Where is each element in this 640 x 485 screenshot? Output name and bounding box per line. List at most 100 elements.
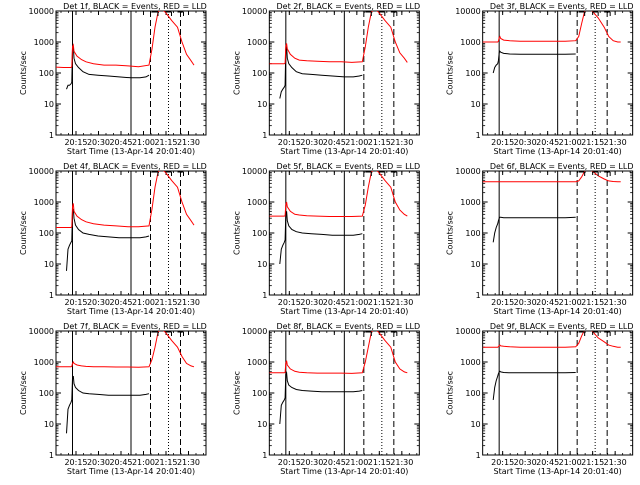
- y-tick-label: 1: [262, 451, 267, 460]
- y-tick-label: 1000: [460, 38, 480, 47]
- y-axis-label: Counts/sec: [19, 371, 28, 415]
- x-axis-label: Start Time (13-Apr-14 20:01:40): [494, 147, 622, 156]
- x-tick-label: 20:45: [536, 298, 559, 307]
- x-axis-label: Start Time (13-Apr-14 20:01:40): [494, 307, 622, 316]
- chart-panel: Det 1f, BLACK = Events, RED = LLD 1 10 100 1…: [19, 2, 207, 156]
- chart-title: Det 9f, BLACK = Events, RED = LLD: [490, 322, 634, 331]
- x-tick-label: 20:15: [64, 298, 87, 307]
- y-tick-label: 10: [44, 420, 54, 429]
- events-series-line: [492, 370, 576, 400]
- y-tick-label: 1: [262, 131, 267, 140]
- y-tick-label: 100: [465, 69, 480, 78]
- y-tick-label: 10: [470, 420, 480, 429]
- series-group: [56, 331, 195, 434]
- y-tick-label: 10: [470, 260, 480, 269]
- events-series-line: [492, 216, 576, 243]
- y-tick-label: 1000: [247, 198, 267, 207]
- y-tick-label: 100: [252, 229, 267, 238]
- series-group: [482, 11, 621, 74]
- series-group: [56, 11, 195, 90]
- y-tick-label: 100: [252, 69, 267, 78]
- x-tick-label: 20:45: [323, 458, 346, 467]
- x-tick-label: 20:15: [491, 458, 514, 467]
- x-tick-label: 21:00: [132, 458, 155, 467]
- events-series-line: [279, 211, 363, 265]
- y-tick-label: 10: [44, 100, 54, 109]
- x-tick-label: 21:30: [390, 458, 413, 467]
- x-tick-label: 20:15: [64, 138, 87, 147]
- y-tick-label: 1000: [460, 198, 480, 207]
- y-tick-label: 10000: [455, 327, 480, 336]
- lld-series-line: [56, 331, 195, 368]
- x-tick-label: 20:30: [514, 298, 537, 307]
- series-group: [269, 171, 408, 265]
- y-axis-label: Counts/sec: [446, 371, 455, 415]
- y-tick-label: 100: [465, 229, 480, 238]
- y-axis-label: Counts/sec: [446, 51, 455, 95]
- x-tick-label: 20:45: [323, 298, 346, 307]
- x-tick-label: 20:15: [278, 138, 301, 147]
- chart-panel: Det 8f, BLACK = Events, RED = LLD 1 10 100 1…: [232, 322, 420, 476]
- chart-title: Det 7f, BLACK = Events, RED = LLD: [63, 322, 207, 331]
- lld-series-line: [56, 11, 195, 68]
- y-tick-label: 1000: [247, 38, 267, 47]
- x-tick-label: 20:30: [514, 138, 537, 147]
- y-tick-label: 1000: [247, 358, 267, 367]
- x-tick-label: 21:15: [368, 138, 391, 147]
- y-tick-label: 10: [257, 100, 267, 109]
- x-tick-label: 21:15: [581, 458, 604, 467]
- x-tick-label: 21:00: [132, 298, 155, 307]
- x-axis-label: Start Time (13-Apr-14 20:01:40): [67, 467, 195, 476]
- y-tick-label: 1000: [34, 358, 54, 367]
- y-tick-label: 10000: [29, 167, 54, 176]
- x-tick-label: 20:30: [87, 298, 110, 307]
- y-tick-label: 10000: [242, 167, 267, 176]
- y-axis-label: Counts/sec: [232, 211, 241, 255]
- y-tick-label: 1: [49, 291, 54, 300]
- series-group: [56, 171, 195, 271]
- x-tick-label: 21:00: [559, 298, 582, 307]
- x-axis-label: Start Time (13-Apr-14 20:01:40): [280, 147, 408, 156]
- x-tick-label: 20:45: [109, 298, 132, 307]
- x-tick-label: 21:00: [345, 458, 368, 467]
- y-tick-label: 1: [476, 291, 481, 300]
- lld-series-line: [269, 11, 408, 65]
- y-axis-label: Counts/sec: [232, 371, 241, 415]
- chart-panel: Det 3f, BLACK = Events, RED = LLD 1 10 100 1…: [446, 2, 634, 156]
- series-group: [482, 331, 621, 400]
- x-tick-label: 21:30: [604, 298, 627, 307]
- y-tick-label: 10000: [29, 7, 54, 16]
- x-tick-label: 21:30: [390, 298, 413, 307]
- series-group: [269, 11, 408, 99]
- y-axis-label: Counts/sec: [446, 211, 455, 255]
- y-tick-label: 10: [257, 420, 267, 429]
- x-tick-label: 21:30: [390, 138, 413, 147]
- lld-series-line: [482, 331, 621, 348]
- y-axis-label: Counts/sec: [232, 51, 241, 95]
- x-axis-label: Start Time (13-Apr-14 20:01:40): [280, 307, 408, 316]
- lld-series-line: [482, 11, 621, 43]
- x-tick-label: 20:15: [278, 458, 301, 467]
- y-axis-label: Counts/sec: [19, 211, 28, 255]
- y-tick-label: 100: [39, 389, 54, 398]
- x-tick-label: 20:30: [300, 298, 323, 307]
- chart-panel: Det 2f, BLACK = Events, RED = LLD 1 10 100 1…: [232, 2, 420, 156]
- chart-panel: Det 9f, BLACK = Events, RED = LLD 1 10 100 1…: [446, 322, 634, 476]
- chart-title: Det 5f, BLACK = Events, RED = LLD: [277, 162, 421, 171]
- y-tick-label: 1000: [34, 38, 54, 47]
- y-tick-label: 1000: [34, 198, 54, 207]
- y-tick-label: 1: [476, 451, 481, 460]
- y-tick-label: 100: [465, 389, 480, 398]
- chart-title: Det 3f, BLACK = Events, RED = LLD: [490, 2, 634, 11]
- x-tick-label: 20:15: [491, 298, 514, 307]
- chart-panel: Det 7f, BLACK = Events, RED = LLD 1 10 100 1…: [19, 322, 207, 476]
- lld-series-line: [269, 171, 408, 217]
- y-tick-label: 10: [257, 260, 267, 269]
- lld-series-line: [56, 171, 195, 228]
- x-tick-label: 20:15: [64, 458, 87, 467]
- x-tick-label: 20:30: [300, 458, 323, 467]
- y-tick-label: 1: [49, 451, 54, 460]
- series-group: [482, 171, 621, 243]
- lld-series-line: [482, 171, 621, 183]
